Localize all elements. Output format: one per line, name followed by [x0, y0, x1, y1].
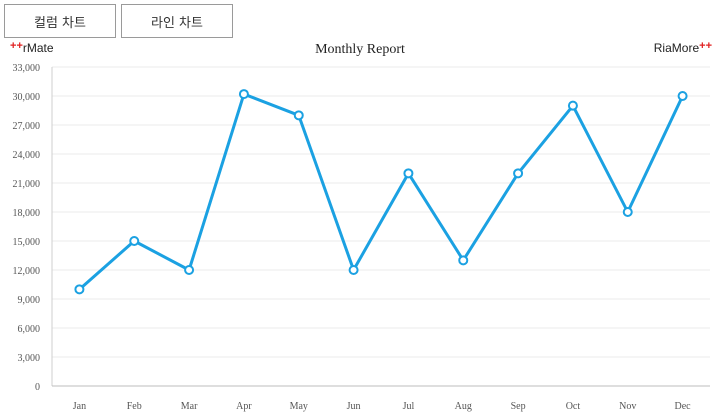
- column-chart-button[interactable]: 컬럼 차트: [4, 4, 116, 38]
- y-tick-label: 30,000: [13, 92, 41, 103]
- x-tick-label: Jun: [347, 401, 361, 412]
- data-point: [348, 265, 359, 275]
- x-tick-label: Mar: [181, 401, 198, 412]
- y-tick-label: 27,000: [13, 121, 41, 132]
- x-tick-label: Sep: [511, 401, 526, 412]
- x-tick-label: Aug: [455, 401, 472, 412]
- plus-mark-icon: +: [699, 40, 706, 52]
- plus-mark-icon: +: [705, 40, 712, 52]
- data-point: [677, 91, 688, 101]
- y-tick-label: 24,000: [13, 150, 41, 161]
- data-point: [622, 207, 633, 217]
- y-tick-label: 9,000: [18, 295, 41, 306]
- data-point: [513, 168, 524, 179]
- y-tick-label: 33,000: [13, 63, 41, 74]
- y-tick-label: 15,000: [13, 237, 41, 248]
- series-line: [78, 92, 684, 291]
- data-point: [129, 236, 140, 246]
- line-chart-button[interactable]: 라인 차트: [121, 4, 233, 38]
- chart-type-toolbar: 컬럼 차트 라인 차트: [4, 4, 233, 38]
- x-tick-label: Apr: [236, 401, 252, 412]
- y-tick-label: 21,000: [13, 179, 41, 190]
- brand-logo-right: RiaMore + +: [653, 40, 712, 55]
- x-tick-label: Jan: [73, 401, 86, 412]
- x-tick-label: May: [290, 401, 308, 412]
- y-tick-label: 0: [35, 382, 40, 393]
- data-point: [74, 284, 85, 295]
- data-point: [184, 265, 195, 275]
- plus-mark-icon: +: [16, 40, 23, 52]
- y-tick-label: 3,000: [18, 353, 41, 364]
- plus-mark-icon: +: [10, 40, 17, 52]
- data-point: [403, 168, 414, 179]
- data-point: [567, 100, 578, 111]
- data-point: [293, 110, 304, 121]
- x-tick-label: Feb: [127, 401, 142, 412]
- x-tick-label: Jul: [403, 401, 415, 412]
- chart-title: Monthly Report: [315, 42, 405, 57]
- y-tick-label: 18,000: [13, 208, 41, 219]
- brand-logo-left: + + rMate: [10, 40, 54, 55]
- x-tick-label: Dec: [675, 401, 692, 412]
- brand-right-label: RiaMore: [653, 41, 700, 55]
- x-tick-label: Oct: [566, 401, 581, 412]
- data-point: [238, 89, 249, 100]
- data-point: [458, 255, 469, 266]
- brand-left-label: rMate: [22, 41, 54, 55]
- x-tick-label: Nov: [619, 401, 636, 412]
- y-tick-label: 6,000: [18, 324, 41, 335]
- y-tick-label: 12,000: [13, 266, 41, 277]
